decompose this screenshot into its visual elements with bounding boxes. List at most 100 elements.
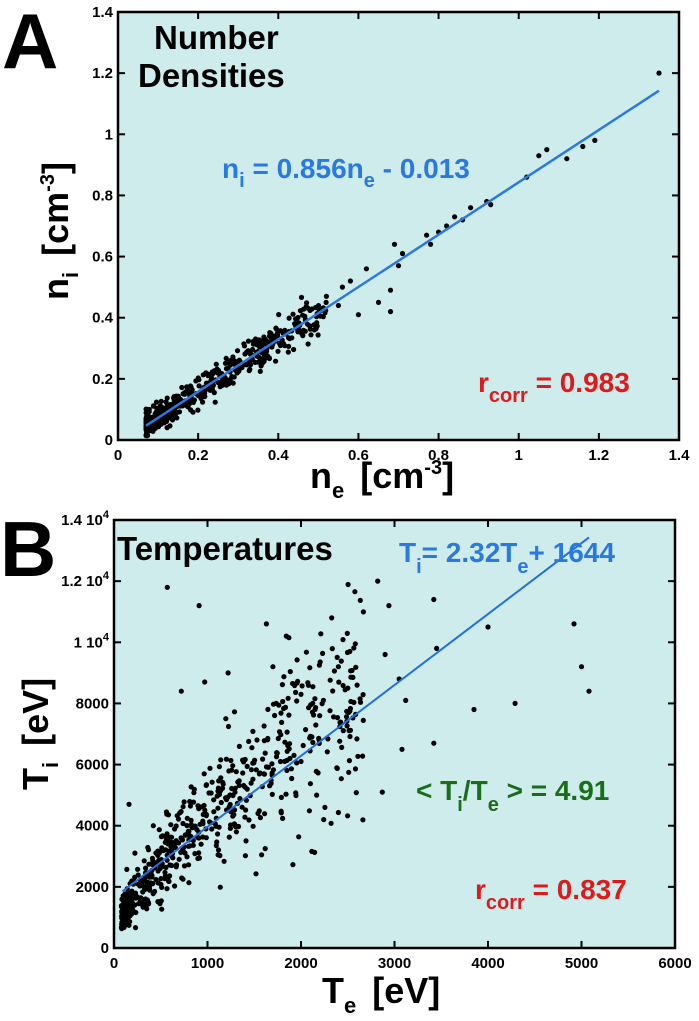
x-tick-label: 0.4 [268,447,290,464]
data-point [162,869,168,875]
data-point [387,287,394,293]
y-tick-label: 0 [105,432,113,449]
data-point [311,327,317,333]
data-point [178,809,184,815]
data-point [138,882,144,888]
data-point [174,415,180,421]
data-point [188,822,194,828]
data-point [354,736,360,742]
data-point [158,876,164,882]
data-point [485,624,491,630]
data-point [431,740,437,746]
data-point [236,778,242,784]
data-point [387,309,394,315]
data-point [179,384,185,391]
data-point [310,739,316,746]
data-point [306,808,312,814]
data-point [155,407,161,413]
data-point [278,794,284,801]
data-point [334,715,341,721]
data-point [144,897,150,903]
data-point [252,359,258,365]
data-point [344,630,350,637]
data-point [299,330,305,337]
data-point [248,362,254,368]
data-point [196,383,202,389]
data-point [228,757,234,764]
data-point [336,679,342,685]
data-point [282,758,288,765]
data-point [122,895,128,901]
data-point [261,771,268,777]
data-point [149,874,155,880]
data-point [348,674,354,680]
data-point [428,241,434,247]
data-point [270,767,276,773]
x-tick-label: 0.2 [188,447,209,464]
data-point [119,926,125,932]
data-point [230,813,236,819]
data-point [243,838,249,844]
data-point [118,904,125,910]
data-point [250,776,256,782]
data-point [287,669,293,675]
data-point [363,266,369,272]
data-point [150,823,156,829]
y-tick-label: 0.2 [92,371,113,388]
data-point [218,788,224,794]
data-point [313,722,319,728]
x-tick-label: 0 [110,955,118,972]
data-point [223,382,229,388]
data-point [261,354,267,360]
data-point [162,876,168,882]
data-point [119,908,125,915]
data-point [286,746,292,752]
data-point [544,147,550,153]
data-point [210,371,216,377]
data-point [158,834,164,840]
data-point [468,205,474,211]
data-point [262,846,268,852]
data-point [219,382,225,388]
y-tick-label: 1 [105,126,113,143]
data-point [310,700,316,706]
data-point [234,368,240,374]
data-point [169,862,175,869]
data-point [163,864,169,871]
data-point [382,651,388,658]
data-point [246,738,252,745]
data-point [265,339,271,345]
data-point [269,337,275,343]
data-point [536,153,542,159]
data-point [344,649,351,656]
data-point [226,768,232,774]
data-point [352,641,358,647]
data-point [375,299,382,305]
data-point [273,358,279,364]
data-point [267,783,273,789]
data-point [434,645,440,652]
panel-a-plot-area [118,12,679,440]
data-point [280,815,286,822]
data-point [221,858,227,864]
data-point [242,784,248,790]
data-point [226,834,232,840]
data-point [148,880,154,887]
data-point [309,734,315,740]
data-point [254,737,260,743]
data-point [571,621,577,627]
y-tick-label: 0 [101,940,109,957]
data-point [203,782,209,789]
data-point [299,683,305,689]
data-point [188,817,194,824]
data-point [212,399,218,405]
panel-b-title: Temperatures [117,530,333,567]
x-tick-label: 0 [114,447,122,464]
data-point [335,302,341,309]
data-point [184,387,190,393]
data-point [250,346,256,353]
data-point [156,827,162,833]
data-point [208,790,214,796]
data-point [184,815,190,821]
